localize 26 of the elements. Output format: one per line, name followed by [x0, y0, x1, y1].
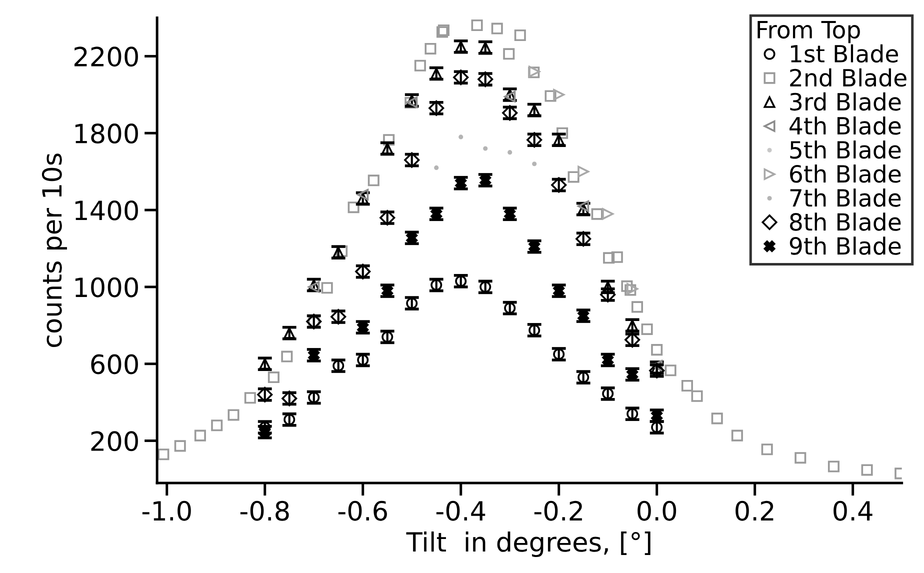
legend-label: 6th Blade [790, 164, 901, 183]
y-tick-label: 1400 [75, 200, 138, 220]
y-tick-label: 600 [91, 354, 138, 374]
legend-title: From Top [758, 21, 860, 44]
x-tick-label: 0.4 [834, 500, 872, 521]
x-tick-label: -0.6 [338, 500, 387, 521]
legend-label: 7th Blade [790, 188, 901, 207]
y-tick-label: 1000 [75, 277, 138, 298]
y-axis-title: counts per 10s [42, 154, 68, 348]
y-tick-label: 200 [91, 431, 138, 452]
x-tick-label: -0.2 [534, 500, 582, 521]
x-axis-title: Tilt in degrees, [°] [406, 531, 650, 558]
y-tick-label: 2200 [74, 46, 138, 67]
legend-label: 8th Blade [790, 212, 901, 231]
x-tick-label: -0.8 [240, 500, 289, 521]
legend-label: 5th Blade [790, 140, 901, 159]
legend-label: 9th Blade [790, 236, 901, 255]
legend-label: 3rd Blade [790, 92, 901, 111]
y-tick-label: 1800 [75, 124, 138, 144]
legend-label: 4th Blade [790, 116, 901, 135]
legend-label: 1st Blade [791, 44, 898, 63]
x-tick-label: -1.0 [142, 500, 191, 521]
x-tick-label: 0.2 [736, 500, 774, 521]
x-tick-label: 0.0 [638, 500, 676, 521]
legend-label: 2nd Blade [790, 68, 906, 87]
x-tick-label: -0.4 [436, 500, 486, 521]
